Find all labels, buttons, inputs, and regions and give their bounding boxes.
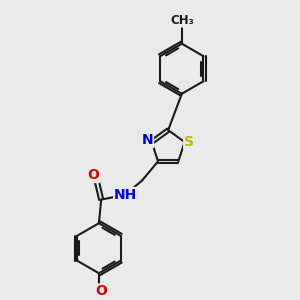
Text: S: S <box>184 135 194 149</box>
Text: O: O <box>95 284 107 298</box>
Text: O: O <box>87 168 99 182</box>
Text: N: N <box>141 133 153 147</box>
Text: CH₃: CH₃ <box>170 14 194 27</box>
Text: NH: NH <box>114 188 137 202</box>
